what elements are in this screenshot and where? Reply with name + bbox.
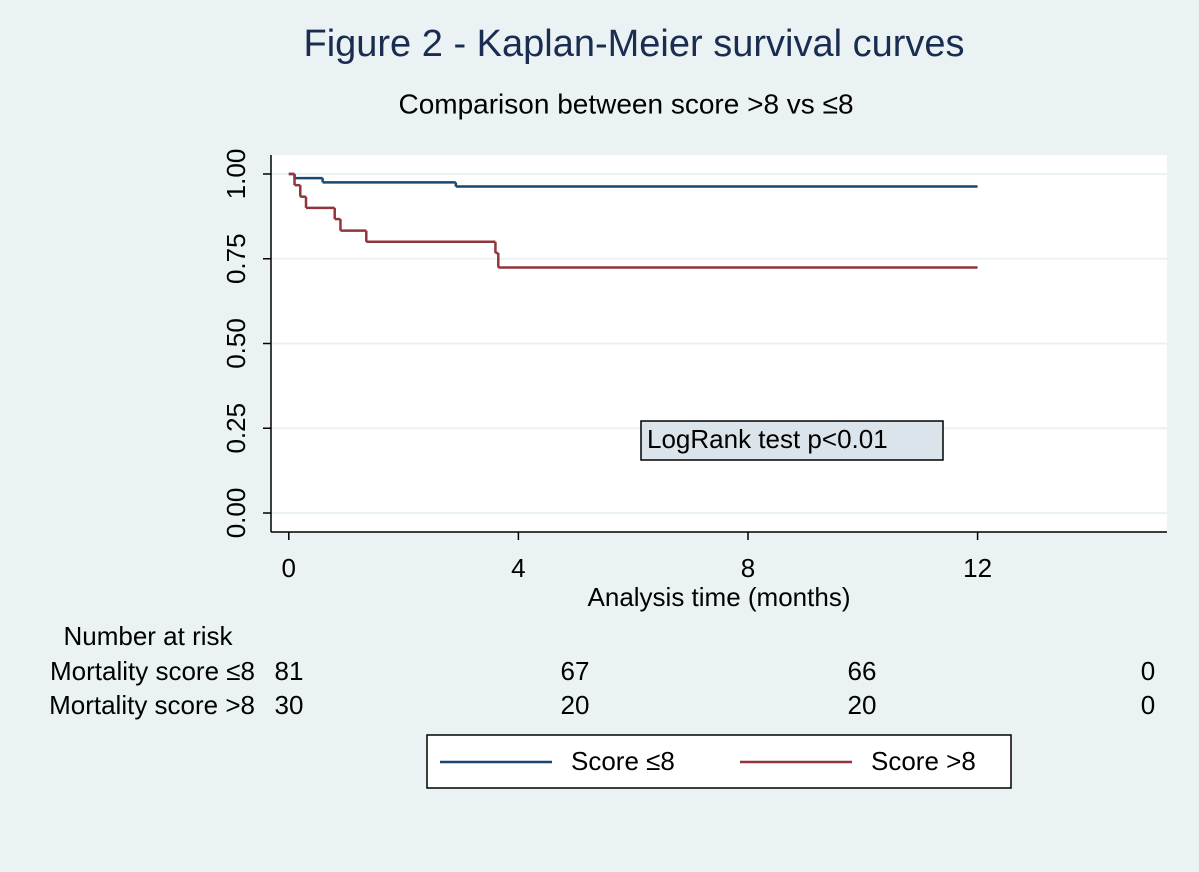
y-tick-label: 0.75 [221,233,251,284]
risk-value: 20 [848,690,877,720]
x-tick-label: 8 [741,553,755,583]
risk-row-label: Mortality score >8 [49,690,255,720]
legend-label: Score ≤8 [571,746,675,776]
x-axis-label: Analysis time (months) [588,582,851,612]
y-tick-label: 0.50 [221,318,251,369]
legend-label: Score >8 [871,746,976,776]
x-tick-label: 0 [282,553,296,583]
y-tick-label: 0.00 [221,488,251,539]
annotation: LogRank test p<0.01 [647,424,888,454]
risk-value: 66 [848,656,877,686]
x-tick-label: 12 [963,553,992,583]
risk-value: 0 [1141,690,1155,720]
chart-title: Figure 2 - Kaplan-Meier survival curves [303,23,964,65]
x-tick-label: 4 [511,553,525,583]
risk-value: 81 [275,656,304,686]
chart-subtitle: Comparison between score >8 vs ≤8 [398,88,853,119]
y-tick-label: 0.25 [221,403,251,454]
annotation-box [640,420,944,461]
risk-table-title: Number at risk [63,621,233,651]
risk-value: 0 [1141,656,1155,686]
risk-row-label: Mortality score ≤8 [50,656,255,686]
risk-value: 20 [561,690,590,720]
risk-value: 67 [561,656,590,686]
risk-value: 30 [275,690,304,720]
y-tick-label: 1.00 [221,149,251,200]
